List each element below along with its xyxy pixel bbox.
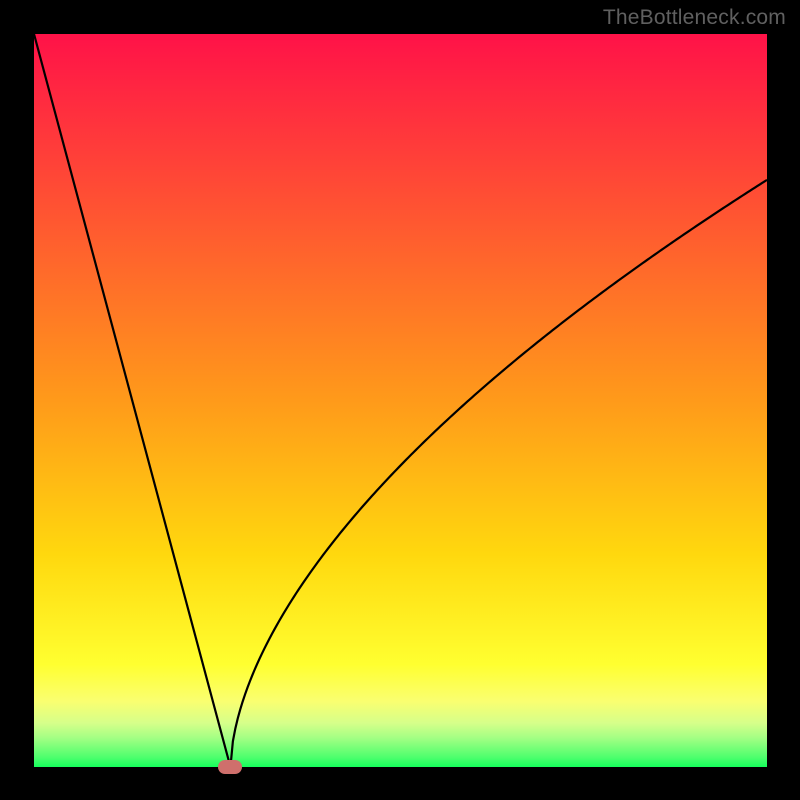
min-point-marker: [218, 760, 242, 774]
plot-background: [34, 34, 767, 767]
watermark-label: TheBottleneck.com: [603, 6, 786, 30]
chart-container: TheBottleneck.com: [0, 0, 800, 800]
